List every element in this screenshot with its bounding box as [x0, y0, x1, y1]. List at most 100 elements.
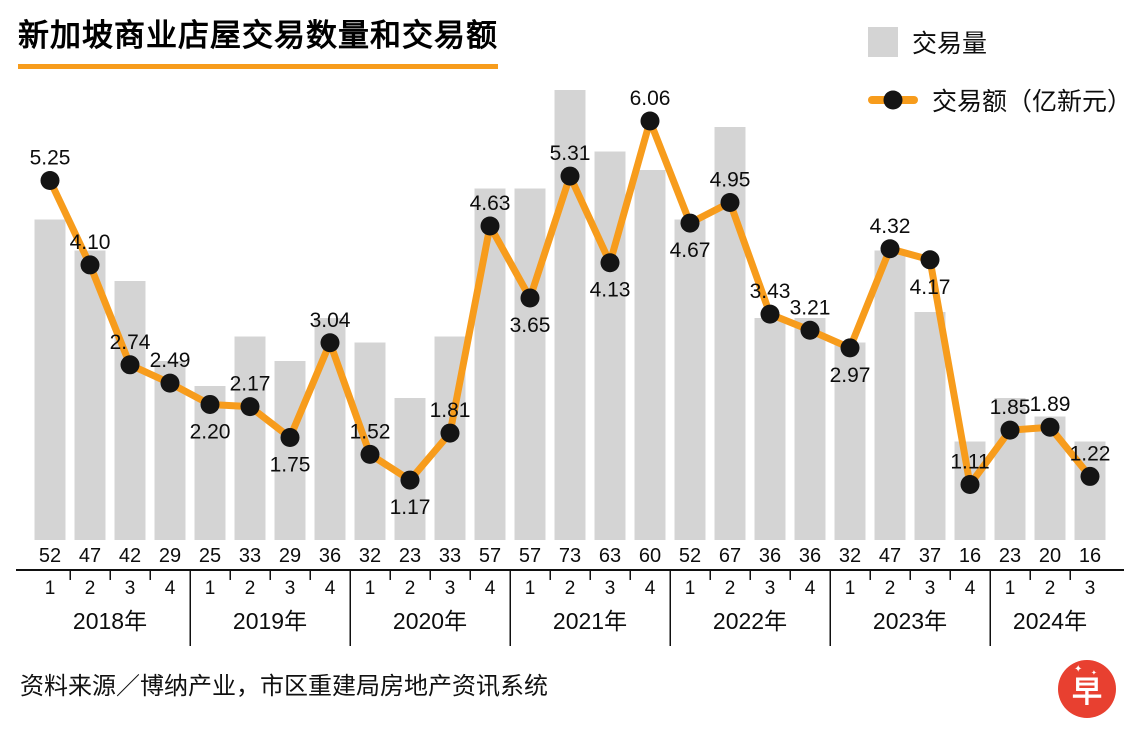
quarter-label: 4 — [645, 578, 656, 599]
quarter-label: 2 — [725, 578, 736, 599]
data-point — [520, 288, 540, 308]
volume-bar — [354, 342, 386, 540]
volume-value-label: 47 — [79, 545, 101, 567]
value-label: 1.22 — [1070, 442, 1111, 465]
value-label: 2.97 — [830, 364, 871, 387]
legend-item-volume: 交易量 — [867, 24, 1132, 60]
data-point — [720, 193, 740, 213]
value-line-swatch-icon — [867, 90, 918, 110]
volume-bar — [34, 219, 66, 540]
volume-bar — [634, 170, 666, 540]
value-label: 4.63 — [470, 192, 511, 215]
volume-bar — [994, 398, 1026, 540]
volume-value-label: 52 — [679, 545, 701, 567]
value-label: 5.31 — [550, 142, 591, 165]
year-label: 2022年 — [713, 608, 787, 634]
quarter-label: 1 — [685, 578, 696, 599]
year-label: 2021年 — [553, 608, 627, 634]
value-label: 1.52 — [350, 420, 391, 443]
year-label: 2024年 — [1013, 608, 1087, 634]
quarter-label: 1 — [45, 578, 56, 599]
zaobao-logo: ✦ ✦ 早 — [1058, 660, 1116, 718]
data-point — [1000, 420, 1020, 440]
quarter-label: 1 — [525, 578, 536, 599]
volume-bar — [914, 311, 946, 540]
data-point — [880, 239, 900, 259]
volume-value-label: 33 — [239, 545, 261, 567]
volume-value-label: 23 — [999, 545, 1021, 567]
value-label: 4.17 — [910, 276, 951, 299]
volume-bar — [874, 250, 906, 540]
volume-value-label: 33 — [439, 545, 461, 567]
quarter-label: 2 — [245, 578, 256, 599]
value-label: 2.17 — [230, 373, 271, 396]
data-point — [640, 111, 660, 131]
source-attribution: 资料来源／博纳产业，市区重建局房地产资讯系统 — [20, 673, 548, 700]
value-label: 2.20 — [190, 420, 231, 443]
data-point — [760, 304, 780, 324]
volume-value-label: 32 — [839, 545, 861, 567]
quarter-label: 1 — [845, 578, 856, 599]
year-label: 2019年 — [233, 608, 307, 634]
volume-value-label: 23 — [399, 545, 421, 567]
legend-item-value: 交易额（亿新元） — [867, 82, 1132, 118]
value-label: 3.43 — [750, 280, 791, 303]
data-point — [360, 444, 380, 464]
volume-bar — [554, 90, 586, 540]
year-label: 2018年 — [73, 608, 147, 634]
quarter-label: 1 — [205, 578, 216, 599]
value-label: 2.74 — [110, 331, 151, 354]
logo-text: 早 — [1072, 676, 1102, 709]
quarter-label: 4 — [325, 578, 336, 599]
quarter-label: 3 — [445, 578, 456, 599]
data-point — [840, 338, 860, 358]
quarter-label: 2 — [565, 578, 576, 599]
value-label: 4.67 — [670, 239, 711, 262]
volume-value-label: 36 — [319, 545, 341, 567]
quarter-label: 3 — [765, 578, 776, 599]
quarter-label: 2 — [405, 578, 416, 599]
volume-value-label: 32 — [359, 545, 381, 567]
data-point — [1080, 466, 1100, 486]
value-label: 1.11 — [950, 450, 989, 473]
volume-bar — [834, 342, 866, 540]
value-label: 1.75 — [270, 453, 311, 476]
volume-value-label: 42 — [119, 545, 141, 567]
logo-star-icon: ✦ — [1074, 664, 1083, 675]
quarter-label: 3 — [125, 578, 136, 599]
value-label: 3.21 — [790, 296, 831, 319]
quarter-label: 4 — [805, 578, 816, 599]
value-label: 1.81 — [430, 399, 471, 422]
volume-bar — [114, 281, 146, 540]
volume-bar — [274, 361, 306, 540]
volume-bar — [794, 318, 826, 540]
data-point — [440, 423, 460, 443]
quarter-label: 4 — [485, 578, 496, 599]
data-point — [960, 474, 980, 494]
value-label: 4.10 — [70, 231, 111, 254]
data-point — [240, 397, 260, 417]
volume-bar — [314, 318, 346, 540]
value-label: 4.32 — [870, 215, 911, 238]
value-label: 6.06 — [630, 87, 671, 110]
volume-value-label: 57 — [479, 545, 501, 567]
data-point — [80, 255, 100, 275]
value-dot-icon — [883, 90, 903, 110]
quarter-label: 3 — [1085, 578, 1096, 599]
data-point — [1040, 417, 1060, 437]
volume-value-label: 29 — [279, 545, 301, 567]
quarter-label: 3 — [605, 578, 616, 599]
year-label: 2023年 — [873, 608, 947, 634]
quarter-label: 2 — [85, 578, 96, 599]
quarter-label: 1 — [365, 578, 376, 599]
year-label: 2020年 — [393, 608, 467, 634]
volume-value-label: 63 — [599, 545, 621, 567]
data-point — [480, 216, 500, 236]
quarter-label: 1 — [1005, 578, 1016, 599]
volume-bar — [674, 219, 706, 540]
quarter-label: 4 — [965, 578, 976, 599]
combo-chart: 52 47 42 29 25 33 29 36 32 23 33 57 57 73 63 60 52 67 36 36… — [16, 87, 1124, 646]
data-point — [560, 166, 580, 186]
volume-bar — [754, 318, 786, 540]
